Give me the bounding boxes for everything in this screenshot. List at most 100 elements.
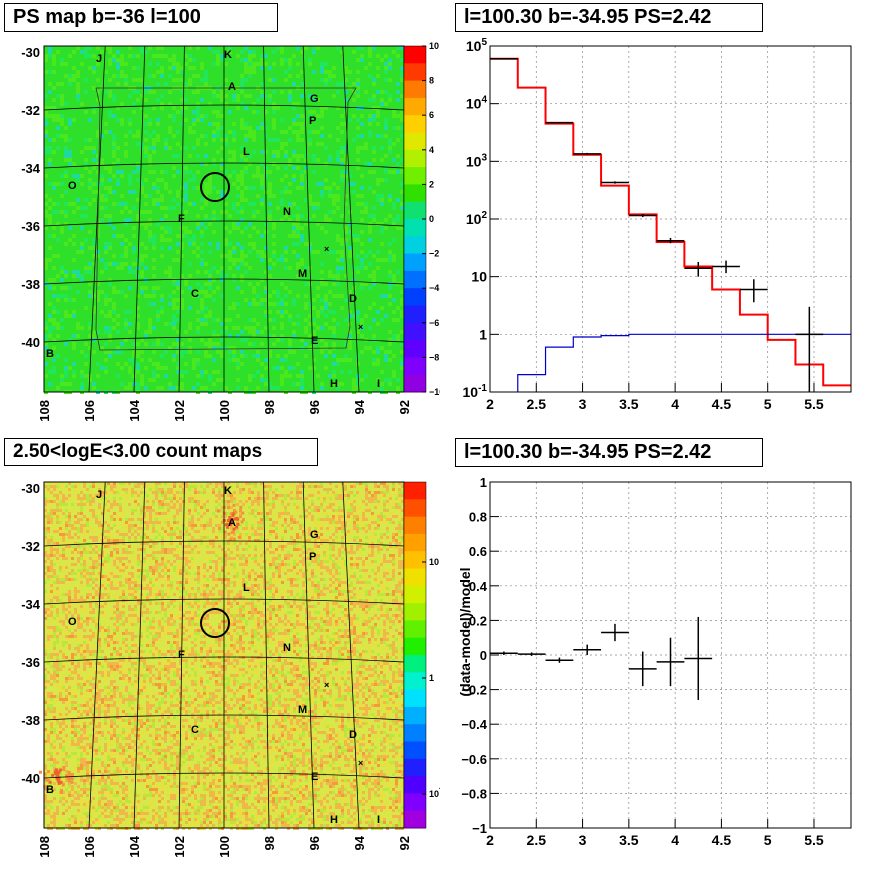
map-pixel	[218, 563, 221, 566]
map-pixel	[264, 358, 268, 362]
colorbar-tick-label: 0	[429, 214, 434, 224]
map-pixel	[101, 509, 104, 512]
map-pixel	[176, 362, 180, 366]
map-pixel	[161, 560, 164, 563]
map-pixel	[52, 318, 56, 322]
map-pixel	[236, 186, 240, 190]
map-pixel	[124, 318, 128, 322]
map-pixel	[296, 569, 299, 572]
map-pixel	[179, 485, 182, 488]
map-pixel	[312, 366, 316, 370]
map-pixel	[317, 566, 320, 569]
map-pixel	[371, 569, 374, 572]
map-pixel	[400, 74, 404, 78]
map-pixel	[278, 572, 281, 575]
map-pixel	[317, 563, 320, 566]
map-pixel	[392, 506, 395, 509]
map-pixel	[244, 270, 248, 274]
map-pixel	[340, 170, 344, 174]
map-pixel	[212, 545, 215, 548]
map-pixel	[360, 46, 364, 50]
map-pixel	[168, 102, 172, 106]
map-pixel	[188, 338, 192, 342]
map-pixel	[269, 485, 272, 488]
map-pixel	[152, 138, 156, 142]
map-pixel	[53, 551, 56, 554]
map-pixel	[95, 548, 98, 551]
map-pixel	[365, 569, 368, 572]
map-pixel	[304, 242, 308, 246]
map-pixel	[101, 554, 104, 557]
map-pixel	[50, 491, 53, 494]
map-pixel	[220, 194, 224, 198]
map-pixel	[224, 578, 227, 581]
map-pixel	[188, 170, 192, 174]
map-pixel	[332, 581, 335, 584]
map-pixel	[383, 494, 386, 497]
map-pixel	[92, 238, 96, 242]
map-pixel	[320, 542, 323, 545]
map-pixel	[302, 560, 305, 563]
map-pixel	[276, 294, 280, 298]
map-pixel	[380, 545, 383, 548]
map-pixel	[296, 46, 300, 50]
map-pixel	[134, 536, 137, 539]
map-pixel	[88, 182, 92, 186]
map-pixel	[236, 548, 239, 551]
map-pixel	[288, 190, 292, 194]
map-pixel	[80, 50, 84, 54]
map-pixel	[344, 122, 348, 126]
map-pixel	[192, 386, 196, 390]
map-pixel	[395, 530, 398, 533]
map-pixel	[104, 294, 108, 298]
map-pixel	[92, 536, 95, 539]
map-pixel	[332, 515, 335, 518]
map-pixel	[92, 560, 95, 563]
map-pixel	[140, 542, 143, 545]
map-pixel	[132, 362, 136, 366]
map-pixel	[356, 382, 360, 386]
map-pixel	[386, 515, 389, 518]
map-pixel	[360, 202, 364, 206]
map-pixel	[56, 326, 60, 330]
map-pixel	[200, 98, 204, 102]
map-pixel	[240, 250, 244, 254]
map-pixel	[388, 94, 392, 98]
map-pixel	[65, 557, 68, 560]
map-pixel	[356, 560, 359, 563]
map-pixel	[194, 551, 197, 554]
map-pixel	[260, 178, 264, 182]
map-pixel	[80, 527, 83, 530]
map-pixel	[344, 563, 347, 566]
map-pixel	[172, 258, 176, 262]
map-pixel	[389, 560, 392, 563]
map-pixel	[392, 545, 395, 548]
map-pixel	[329, 560, 332, 563]
map-pixel	[146, 542, 149, 545]
map-pixel	[280, 62, 284, 66]
map-pixel	[116, 539, 119, 542]
map-pixel	[324, 230, 328, 234]
map-pixel	[184, 146, 188, 150]
map-pixel	[400, 94, 404, 98]
map-pixel	[44, 521, 47, 524]
map-pixel	[240, 354, 244, 358]
map-pixel	[336, 322, 340, 326]
map-pixel	[374, 500, 377, 503]
map-pixel	[53, 545, 56, 548]
map-pixel	[208, 242, 212, 246]
map-pixel	[278, 539, 281, 542]
map-pixel	[308, 114, 312, 118]
longitude-line	[342, 45, 360, 393]
map-pixel	[396, 218, 400, 222]
map-pixel	[368, 114, 372, 118]
map-pixel	[74, 533, 77, 536]
map-pixel	[220, 254, 224, 258]
map-pixel	[88, 262, 92, 266]
map-pixel	[185, 515, 188, 518]
map-pixel	[173, 554, 176, 557]
map-pixel	[170, 488, 173, 491]
map-pixel	[112, 234, 116, 238]
map-pixel	[275, 566, 278, 569]
map-pixel	[395, 533, 398, 536]
